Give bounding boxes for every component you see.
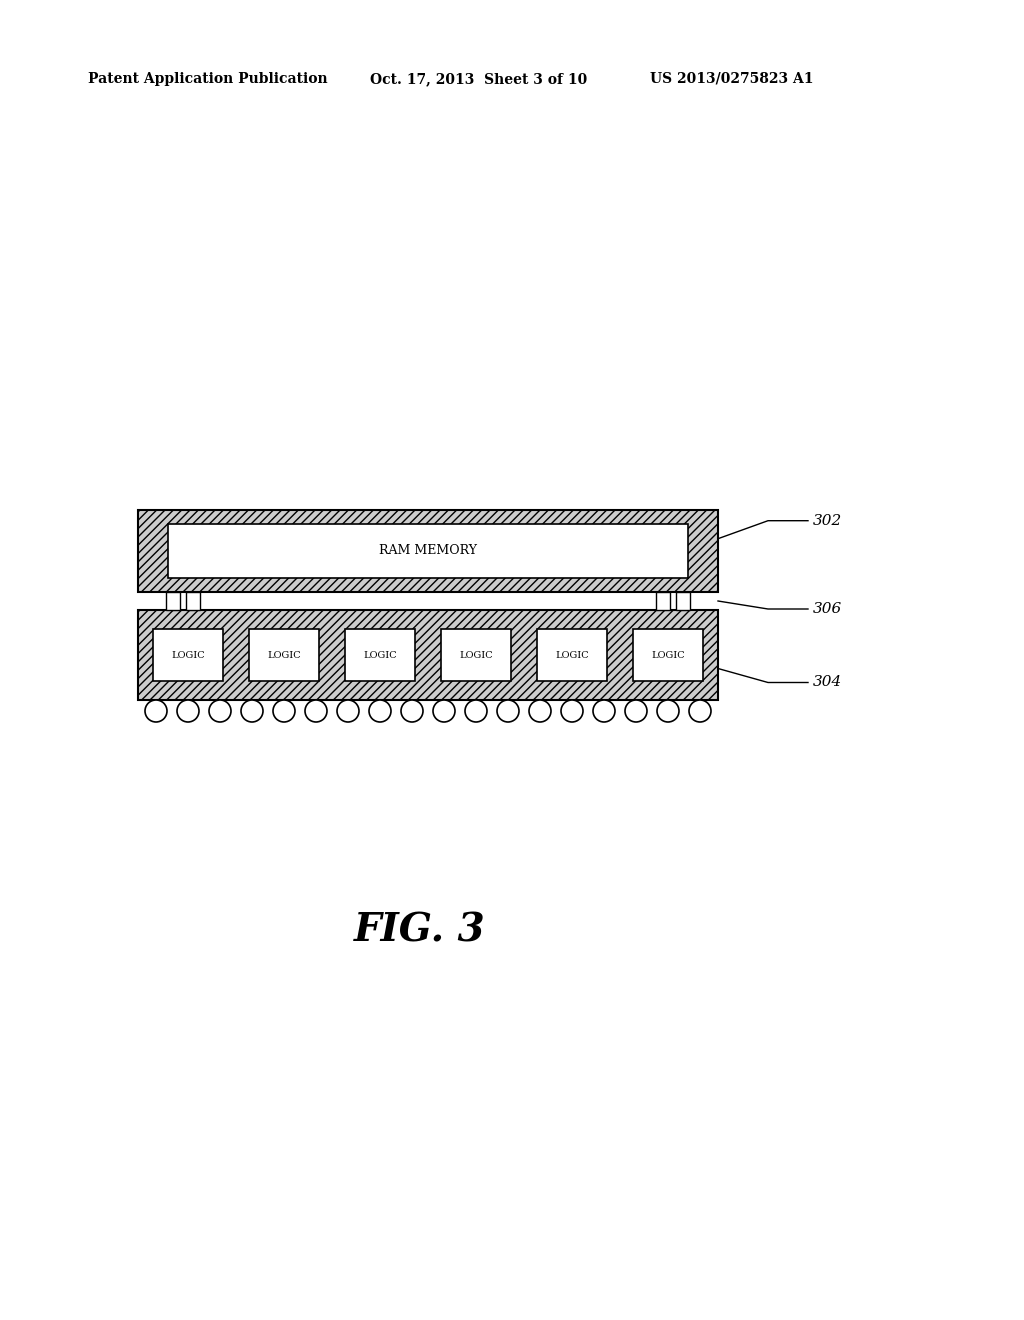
Text: 302: 302 bbox=[813, 513, 843, 528]
Bar bbox=[138, 510, 718, 591]
Text: LOGIC: LOGIC bbox=[171, 651, 205, 660]
Circle shape bbox=[625, 700, 647, 722]
Circle shape bbox=[305, 700, 327, 722]
Bar bbox=[676, 591, 690, 610]
Text: LOGIC: LOGIC bbox=[459, 651, 493, 660]
Text: FIG. 3: FIG. 3 bbox=[354, 911, 485, 949]
Text: US 2013/0275823 A1: US 2013/0275823 A1 bbox=[650, 73, 813, 86]
Text: LOGIC: LOGIC bbox=[364, 651, 397, 660]
Circle shape bbox=[657, 700, 679, 722]
Bar bbox=[633, 630, 703, 681]
Circle shape bbox=[401, 700, 423, 722]
Bar bbox=[138, 610, 718, 700]
Circle shape bbox=[369, 700, 391, 722]
Circle shape bbox=[561, 700, 583, 722]
Text: Oct. 17, 2013  Sheet 3 of 10: Oct. 17, 2013 Sheet 3 of 10 bbox=[370, 73, 587, 86]
Circle shape bbox=[337, 700, 359, 722]
Bar bbox=[168, 524, 688, 578]
Circle shape bbox=[593, 700, 615, 722]
Circle shape bbox=[465, 700, 487, 722]
Bar bbox=[345, 630, 415, 681]
Bar bbox=[153, 630, 223, 681]
Text: LOGIC: LOGIC bbox=[651, 651, 685, 660]
Bar bbox=[186, 591, 200, 610]
Text: LOGIC: LOGIC bbox=[555, 651, 589, 660]
Text: LOGIC: LOGIC bbox=[267, 651, 301, 660]
Bar bbox=[537, 630, 607, 681]
Text: 304: 304 bbox=[813, 676, 843, 689]
Text: Patent Application Publication: Patent Application Publication bbox=[88, 73, 328, 86]
Circle shape bbox=[145, 700, 167, 722]
Circle shape bbox=[241, 700, 263, 722]
Bar bbox=[656, 591, 670, 610]
Bar bbox=[249, 630, 319, 681]
Bar bbox=[441, 630, 511, 681]
Circle shape bbox=[273, 700, 295, 722]
Circle shape bbox=[497, 700, 519, 722]
Circle shape bbox=[529, 700, 551, 722]
Bar bbox=[166, 591, 180, 610]
Text: RAM MEMORY: RAM MEMORY bbox=[379, 544, 477, 557]
Circle shape bbox=[209, 700, 231, 722]
Text: 306: 306 bbox=[813, 602, 843, 616]
Circle shape bbox=[433, 700, 455, 722]
Circle shape bbox=[689, 700, 711, 722]
Circle shape bbox=[177, 700, 199, 722]
